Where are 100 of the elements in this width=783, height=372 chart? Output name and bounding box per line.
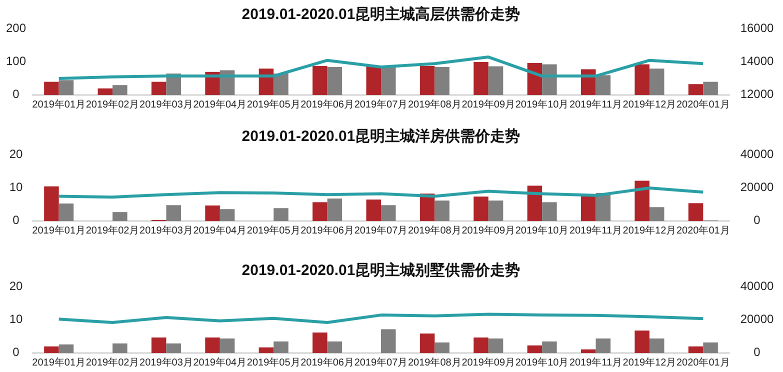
y-tick-label: 0 — [12, 87, 20, 102]
x-tick-label: 2019年01月 — [32, 224, 86, 237]
y-tick-label: 200 — [6, 21, 26, 36]
bar — [327, 198, 342, 221]
x-tick-label: 2019年12月 — [622, 98, 676, 111]
y-tick-label: 0 — [12, 345, 20, 360]
x-tick-label: 2019年12月 — [622, 224, 676, 237]
x-tick-label: 2019年11月 — [569, 224, 622, 237]
bar — [581, 195, 596, 221]
x-tick-label: 2019年04月 — [193, 224, 247, 237]
chart-title: 2019.01-2020.01昆明主城高层供需价走势 — [242, 4, 520, 23]
bar — [112, 85, 128, 95]
bar — [420, 66, 435, 95]
y-tick-label: 20 — [9, 279, 23, 294]
bar — [542, 202, 557, 221]
bar — [488, 338, 504, 353]
bar — [542, 64, 557, 95]
bar — [58, 204, 74, 221]
bar — [205, 205, 220, 221]
line-series — [57, 312, 705, 324]
x-tick-label: 2019年10月 — [515, 98, 569, 111]
x-tick-label: 2019年11月 — [569, 98, 622, 111]
bar — [312, 332, 328, 353]
x-tick-label: 2019年07月 — [354, 356, 408, 369]
x-tick-label: 2020年01月 — [676, 98, 730, 111]
line-series — [57, 186, 705, 199]
bar — [649, 338, 664, 353]
x-tick-label: 2019年10月 — [515, 224, 569, 237]
chart-title: 2019.01-2020.01昆明主城洋房供需价走势 — [242, 126, 520, 145]
x-tick-label: 2019年04月 — [193, 356, 247, 369]
bar — [327, 66, 342, 95]
x-tick-label: 2019年04月 — [193, 98, 247, 111]
y2-tick-label: 16000 — [740, 21, 774, 36]
bar — [596, 75, 611, 95]
x-tick-label: 2019年08月 — [408, 224, 462, 237]
bar — [312, 66, 328, 95]
bar — [488, 200, 504, 221]
x-tick-label: 2019年09月 — [462, 356, 516, 369]
x-tick-label: 2019年12月 — [622, 356, 676, 369]
y-tick-label: 10 — [9, 180, 23, 194]
bar — [474, 196, 488, 221]
bar — [596, 338, 611, 353]
line-series — [57, 56, 705, 80]
x-tick-label: 2019年01月 — [32, 356, 86, 369]
x-tick-label: 2019年02月 — [86, 224, 140, 237]
bar — [98, 88, 113, 95]
bar — [220, 209, 235, 221]
bar — [488, 66, 504, 95]
bar — [474, 62, 488, 95]
bar — [381, 329, 396, 353]
bar — [634, 64, 650, 95]
bar — [527, 345, 542, 353]
bar — [166, 343, 181, 353]
bar — [58, 80, 74, 95]
bar — [688, 203, 704, 221]
bar — [688, 84, 704, 95]
y2-tick-label: 20000 — [740, 312, 774, 326]
y-tick-label: 0 — [12, 213, 20, 228]
bar — [634, 180, 650, 221]
bar — [327, 341, 342, 353]
bar — [688, 346, 704, 353]
bar — [703, 82, 718, 95]
bar — [258, 347, 274, 353]
bar — [274, 208, 288, 221]
y2-tick-label: 14000 — [740, 54, 774, 68]
y2-tick-label: 20000 — [740, 180, 774, 194]
y2-tick-label: 12000 — [740, 87, 774, 102]
x-tick-label: 2019年06月 — [300, 224, 354, 237]
x-tick-label: 2019年05月 — [246, 356, 300, 369]
bar — [381, 66, 396, 95]
bar — [366, 66, 381, 95]
x-tick-label: 2019年08月 — [408, 98, 462, 111]
bar — [220, 338, 235, 353]
bar — [274, 74, 288, 95]
y2-tick-label: 40000 — [740, 147, 774, 162]
bar — [274, 341, 288, 353]
y-tick-label: 20 — [9, 147, 23, 162]
bar — [381, 205, 396, 221]
x-tick-label: 2019年10月 — [515, 356, 569, 369]
bar — [205, 337, 220, 353]
x-tick-label: 2019年07月 — [354, 224, 408, 237]
x-tick-label: 2019年05月 — [246, 98, 300, 111]
bar — [703, 342, 718, 353]
x-tick-label: 2019年11月 — [569, 356, 622, 369]
y2-tick-label: 40000 — [740, 279, 774, 294]
bar — [527, 186, 542, 221]
x-tick-label: 2019年09月 — [462, 98, 516, 111]
x-tick-label: 2019年06月 — [300, 98, 354, 111]
bar — [542, 341, 557, 353]
x-tick-label: 2019年02月 — [86, 356, 140, 369]
bar — [312, 202, 328, 221]
bar — [44, 186, 59, 221]
bar — [581, 349, 596, 353]
x-tick-label: 2020年01月 — [676, 224, 730, 237]
bar — [649, 207, 664, 221]
x-tick-label: 2019年03月 — [140, 224, 193, 237]
bar — [44, 82, 59, 95]
x-tick-label: 2019年03月 — [140, 356, 193, 369]
x-tick-label: 2019年09月 — [462, 224, 516, 237]
bar — [151, 337, 166, 353]
